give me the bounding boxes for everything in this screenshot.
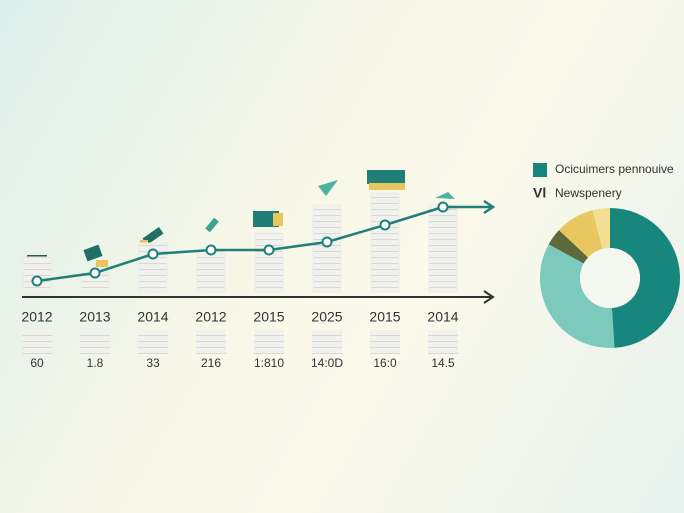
donut-slice xyxy=(540,244,615,348)
label-box xyxy=(22,330,52,354)
bar xyxy=(196,250,226,293)
x-tick-label: 2015 xyxy=(369,309,400,325)
legend-label: Newspenery xyxy=(555,186,622,200)
combo-chart: 2012 60 2013 1.8 2014 33 2012 216 2015 1:810 2025 1… xyxy=(21,192,496,370)
donut-slice xyxy=(610,208,680,348)
legend-swatch xyxy=(533,163,547,177)
label-box xyxy=(254,330,284,354)
annotation: 216 xyxy=(201,356,221,370)
label-box xyxy=(138,330,168,354)
line-point xyxy=(321,236,333,248)
line-point xyxy=(31,275,43,287)
label-box xyxy=(80,330,110,354)
line-point xyxy=(147,248,159,260)
x-tick-label: 2015 xyxy=(253,309,284,325)
donut-slice xyxy=(548,230,589,264)
legend-label: Ocicuimers pennouive xyxy=(555,162,674,176)
line-point xyxy=(263,244,275,256)
x-axis-arrow xyxy=(483,290,495,304)
x-tick-label: 2025 xyxy=(311,309,342,325)
annotation: 14:0D xyxy=(311,356,343,370)
annotation: 33 xyxy=(146,356,160,370)
label-box xyxy=(312,330,342,354)
annotation: 16:0 xyxy=(373,356,397,370)
donut-chart: Ocicuimers pennouive Vl Newspenery xyxy=(533,162,680,348)
line-arrow-head xyxy=(483,199,496,215)
donut-slice xyxy=(592,208,610,249)
annotation: 14.5 xyxy=(431,356,455,370)
x-tick-label: 2012 xyxy=(195,309,226,325)
annotation: 1.8 xyxy=(87,356,104,370)
x-tick-label: 2014 xyxy=(427,309,458,325)
bar xyxy=(312,204,342,293)
donut-hole xyxy=(580,248,640,308)
bar xyxy=(428,204,458,293)
label-box xyxy=(428,330,458,354)
icons xyxy=(27,170,455,273)
annotation: 60 xyxy=(30,356,44,370)
bar xyxy=(254,232,284,293)
x-tick-label: 2014 xyxy=(137,309,168,325)
line-point xyxy=(89,267,101,279)
bar xyxy=(22,256,52,293)
line-point xyxy=(205,244,217,256)
label-box xyxy=(370,330,400,354)
x-tick-label: 2013 xyxy=(79,309,110,325)
line-point xyxy=(379,219,391,231)
bar xyxy=(370,192,400,293)
annotation: 1:810 xyxy=(254,356,284,370)
legend-marker: Vl xyxy=(533,185,546,201)
x-tick-label: 2012 xyxy=(21,309,52,325)
line xyxy=(36,205,444,283)
donut-slice xyxy=(558,210,603,258)
label-box xyxy=(196,330,226,354)
line-point xyxy=(437,201,449,213)
